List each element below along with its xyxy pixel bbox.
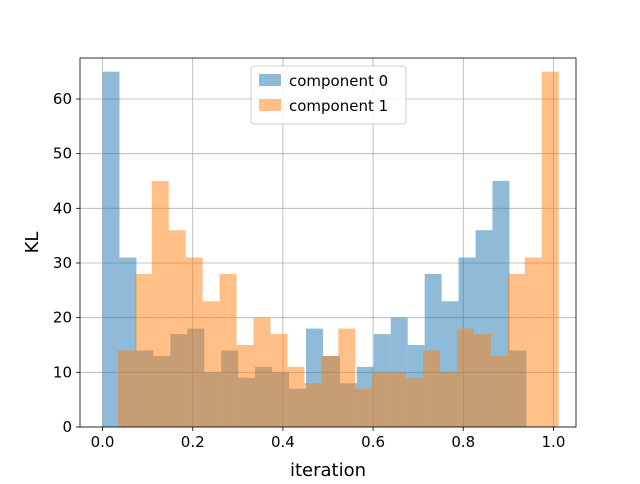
histogram-bar-series-1	[423, 350, 441, 427]
histogram-bar-series-1	[185, 257, 203, 427]
histogram-bar-series-1	[473, 334, 491, 427]
x-tick-label: 0.0	[91, 433, 115, 451]
histogram-bar-series-1	[270, 334, 288, 427]
histogram-bar-series-1	[202, 301, 220, 427]
x-tick-label: 1.0	[542, 433, 566, 451]
histogram-bar-series-1	[321, 355, 339, 427]
x-tick-label: 0.6	[361, 433, 385, 451]
histogram-bar-series-1	[253, 317, 271, 427]
histogram-bar-series-1	[151, 181, 169, 427]
histogram-bar-series-0	[102, 71, 120, 428]
histogram-bar-series-1	[355, 388, 373, 427]
histogram-bar-series-1	[287, 366, 305, 427]
histogram-bar-series-1	[440, 372, 457, 427]
ticks: 0.0 0.2 0.4 0.6 0.8 1.0 0 10 20 30 40 50 60	[53, 90, 565, 451]
histogram-bar-series-1	[117, 350, 135, 427]
x-axis-label: iteration	[290, 460, 366, 480]
histogram-bar-series-1	[134, 273, 152, 427]
y-tick-label: 60	[53, 90, 72, 108]
histogram-bar-series-1	[304, 383, 322, 427]
histogram-bar-series-1	[338, 328, 356, 427]
y-tick-label: 0	[62, 418, 72, 436]
y-tick-label: 50	[53, 145, 72, 163]
histogram-bar-series-1	[389, 372, 407, 427]
y-tick-label: 30	[53, 254, 72, 272]
legend-swatch	[259, 99, 281, 111]
legend-label: component 0	[289, 72, 388, 90]
histogram-bar-series-1	[168, 230, 186, 427]
histogram-bar-series-1	[236, 345, 254, 427]
y-tick-label: 40	[53, 199, 72, 217]
histogram-bar-series-1	[219, 273, 237, 427]
histogram-bar-series-1	[490, 355, 508, 427]
x-tick-label: 0.4	[271, 433, 295, 451]
legend-swatch	[259, 74, 281, 86]
histogram-bar-series-1	[456, 328, 474, 427]
x-tick-label: 0.8	[451, 433, 475, 451]
histogram-bar-series-1	[406, 377, 424, 427]
legend-label: component 1	[289, 97, 388, 115]
x-tick-label: 0.2	[181, 433, 205, 451]
y-tick-label: 20	[53, 309, 72, 327]
legend: component 0 component 1	[250, 65, 407, 125]
y-tick-label: 10	[53, 363, 72, 381]
histogram-bar-series-1	[507, 273, 525, 427]
y-axis-label: KL	[22, 232, 43, 254]
plot-frame	[79, 57, 577, 428]
histogram-bar-series-1	[372, 372, 390, 427]
histogram-bar-series-1	[541, 71, 559, 428]
histogram-bar-series-1	[524, 257, 542, 427]
legend-box	[250, 65, 407, 125]
bars	[102, 71, 559, 428]
